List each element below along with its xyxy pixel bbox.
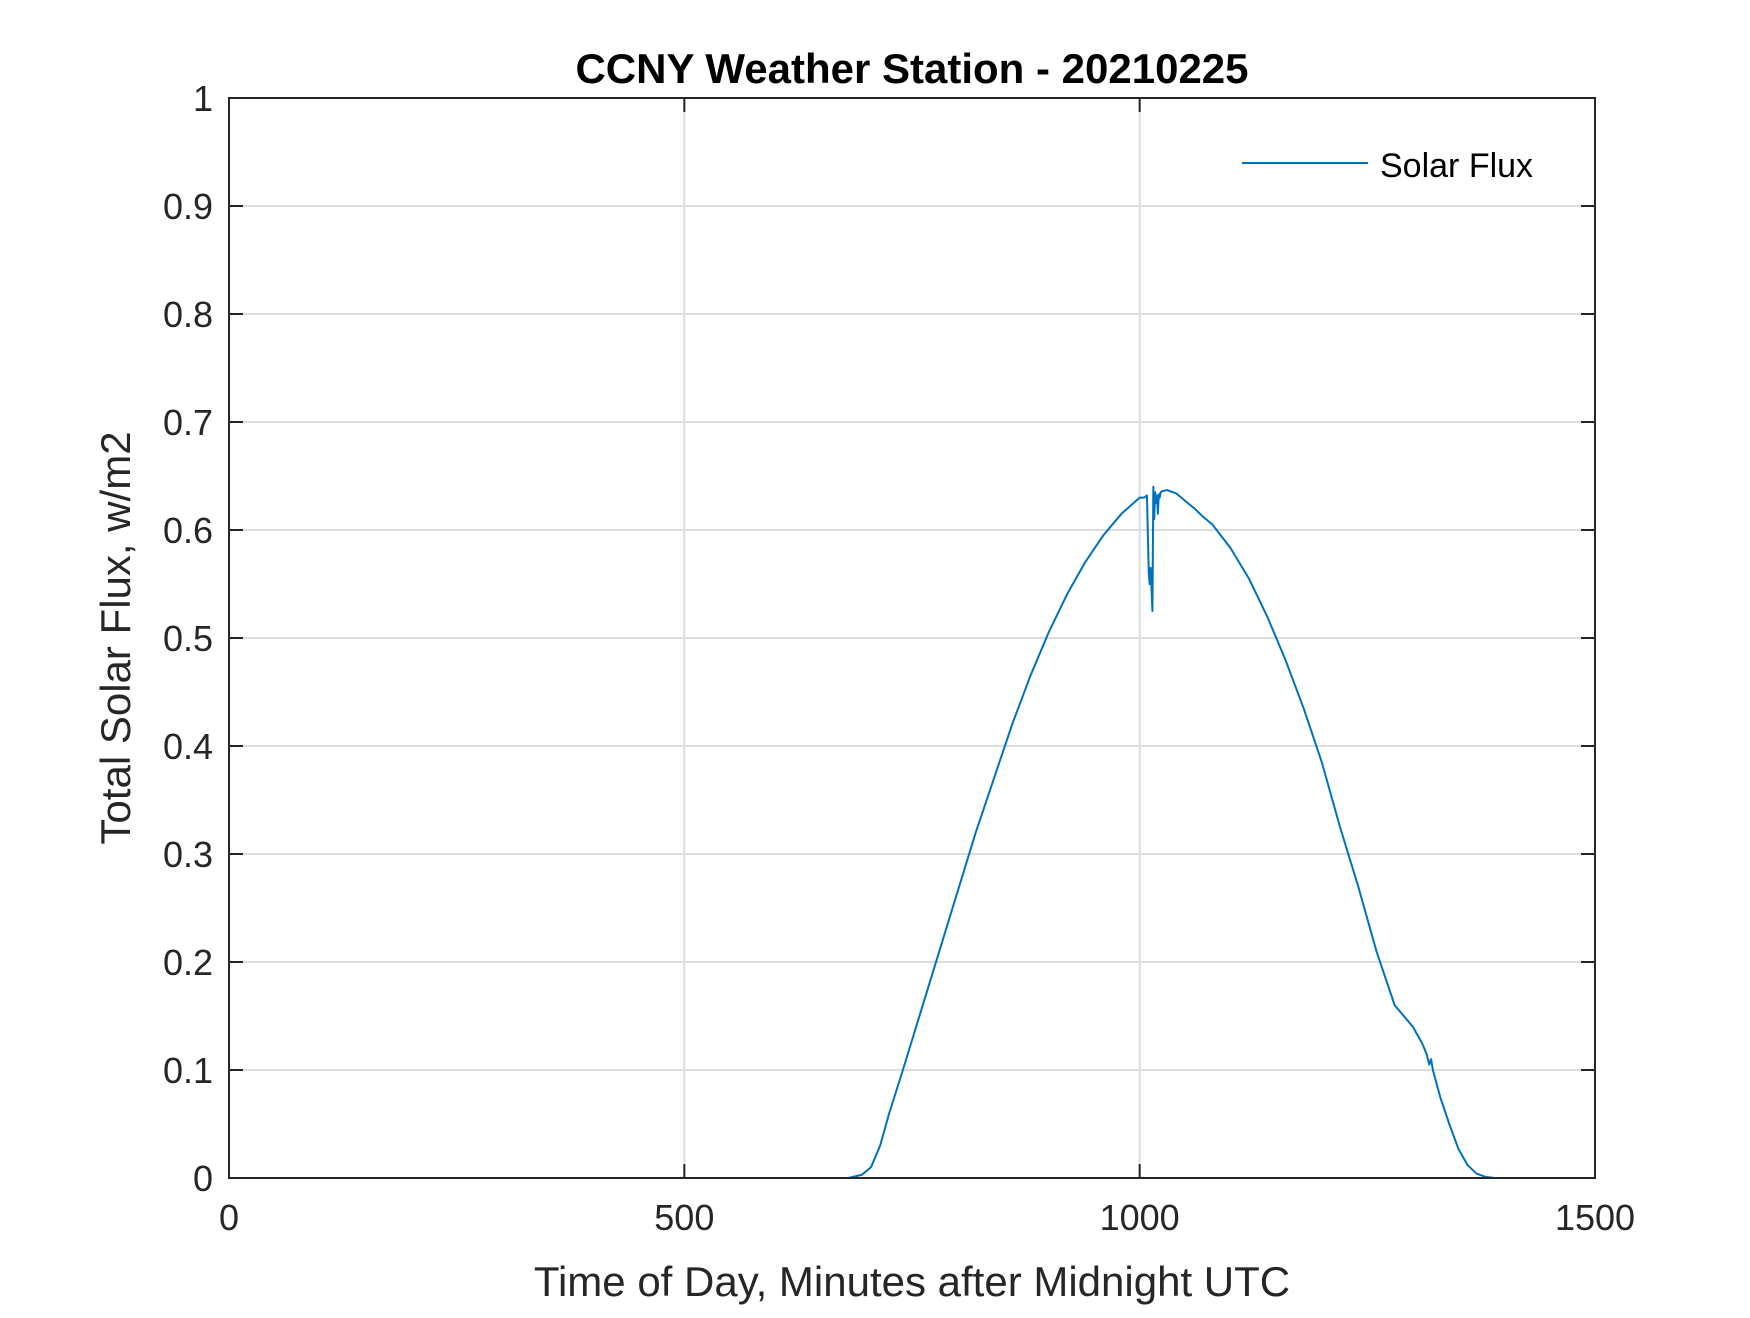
legend: Solar Flux <box>1230 136 1570 196</box>
tick-layer: 0 0.1 0.2 0.3 0.4 0.5 0.6 0.7 0.8 0.9 1 0 500 1000 150… <box>163 78 1635 1238</box>
y-tick-label: 0.5 <box>163 618 213 659</box>
y-tick-label: 0.6 <box>163 510 213 551</box>
axes-box <box>228 97 1596 1179</box>
y-tick-label: 0.3 <box>163 834 213 875</box>
y-tick-label: 0.8 <box>163 294 213 335</box>
x-tick-label: 0 <box>219 1197 239 1238</box>
y-tick-label: 0.1 <box>163 1050 213 1091</box>
x-tick-label: 500 <box>654 1197 714 1238</box>
y-tick-label: 0 <box>193 1158 213 1199</box>
y-tick-label: 0.2 <box>163 942 213 983</box>
x-axis-title: Time of Day, Minutes after Midnight UTC <box>534 1258 1290 1305</box>
y-tick-label: 0.4 <box>163 726 213 767</box>
y-axis-title: Total Solar Flux, w/m2 <box>92 431 139 844</box>
x-tick-label: 1500 <box>1555 1197 1635 1238</box>
legend-label-solar-flux: Solar Flux <box>1380 147 1533 185</box>
chart-title: CCNY Weather Station - 20210225 <box>575 45 1248 92</box>
grid-layer <box>229 98 1595 1178</box>
series-line-solar-flux <box>229 485 1550 1179</box>
series-layer <box>229 485 1550 1179</box>
legend-box <box>1230 136 1570 196</box>
y-tick-label: 1 <box>193 78 213 119</box>
y-tick-label: 0.9 <box>163 186 213 227</box>
y-tick-label: 0.7 <box>163 402 213 443</box>
x-tick-label: 1000 <box>1100 1197 1180 1238</box>
